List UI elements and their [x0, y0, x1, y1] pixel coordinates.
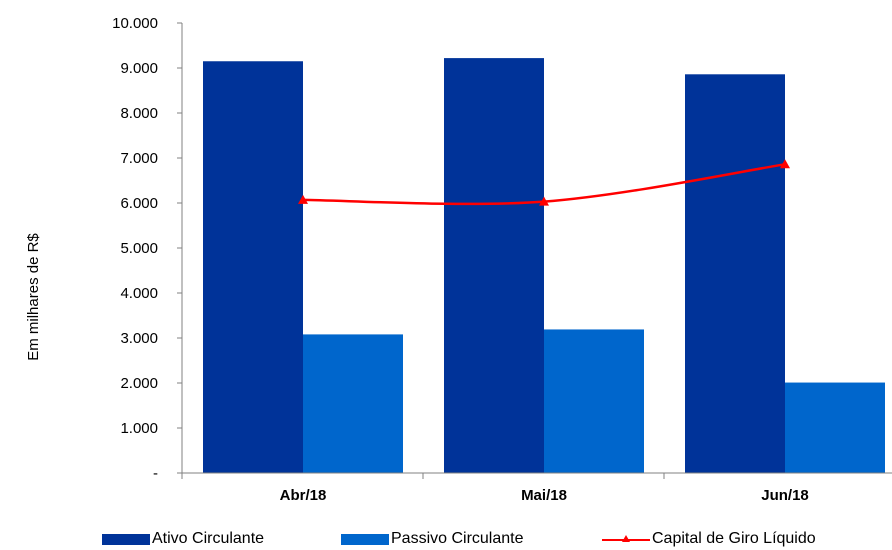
chart: Em milhares de R$ - 1.000 2.000 3.000 4.000 5…	[25, 15, 892, 504]
legend: Ativo Circulante Passivo Circulante Capi…	[0, 528, 892, 550]
y-tick-label: 1.000	[120, 420, 158, 437]
bar-ativo-jun-18	[685, 74, 785, 474]
y-tick-label: 8.000	[120, 105, 158, 122]
legend-label-capital: Capital de Giro Líquido	[652, 530, 816, 547]
y-tick-label: 9.000	[120, 60, 158, 77]
line-marker-abr-18	[298, 194, 308, 204]
legend-item-capital: Capital de Giro Líquido	[602, 528, 816, 550]
y-tick-label: 7.000	[120, 150, 158, 167]
legend-item-passivo: Passivo Circulante	[341, 528, 524, 550]
y-tick-label: 4.000	[120, 285, 158, 302]
y-tick-label: 2.000	[120, 375, 158, 392]
y-tick-label: 3.000	[120, 330, 158, 347]
legend-label-passivo: Passivo Circulante	[391, 530, 524, 547]
legend-item-ativo: Ativo Circulante	[102, 528, 264, 550]
legend-swatch-passivo	[341, 533, 389, 545]
y-tick-label: -	[153, 465, 158, 482]
line-marker-mai-18	[539, 196, 549, 206]
y-axis-title: Em milhares de R$	[25, 233, 42, 361]
bar-ativo-abr-18	[203, 61, 303, 473]
x-category-label: Mai/18	[521, 487, 567, 504]
y-tick-label: 5.000	[120, 240, 158, 257]
legend-label-ativo: Ativo Circulante	[152, 530, 265, 547]
legend-swatch-ativo	[102, 533, 150, 545]
y-tick-label: 6.000	[120, 195, 158, 212]
bar-ativo-mai-18	[444, 58, 544, 473]
y-tick-label: 10.000	[112, 15, 158, 32]
x-category-label: Abr/18	[280, 487, 327, 504]
bar-passivo-abr-18	[303, 334, 403, 473]
x-category-label: Jun/18	[761, 487, 809, 504]
legend-swatch-capital	[602, 534, 650, 545]
bar-passivo-jun-18	[785, 382, 885, 473]
bar-passivo-mai-18	[544, 329, 644, 473]
line-marker-jun-18	[780, 159, 790, 169]
